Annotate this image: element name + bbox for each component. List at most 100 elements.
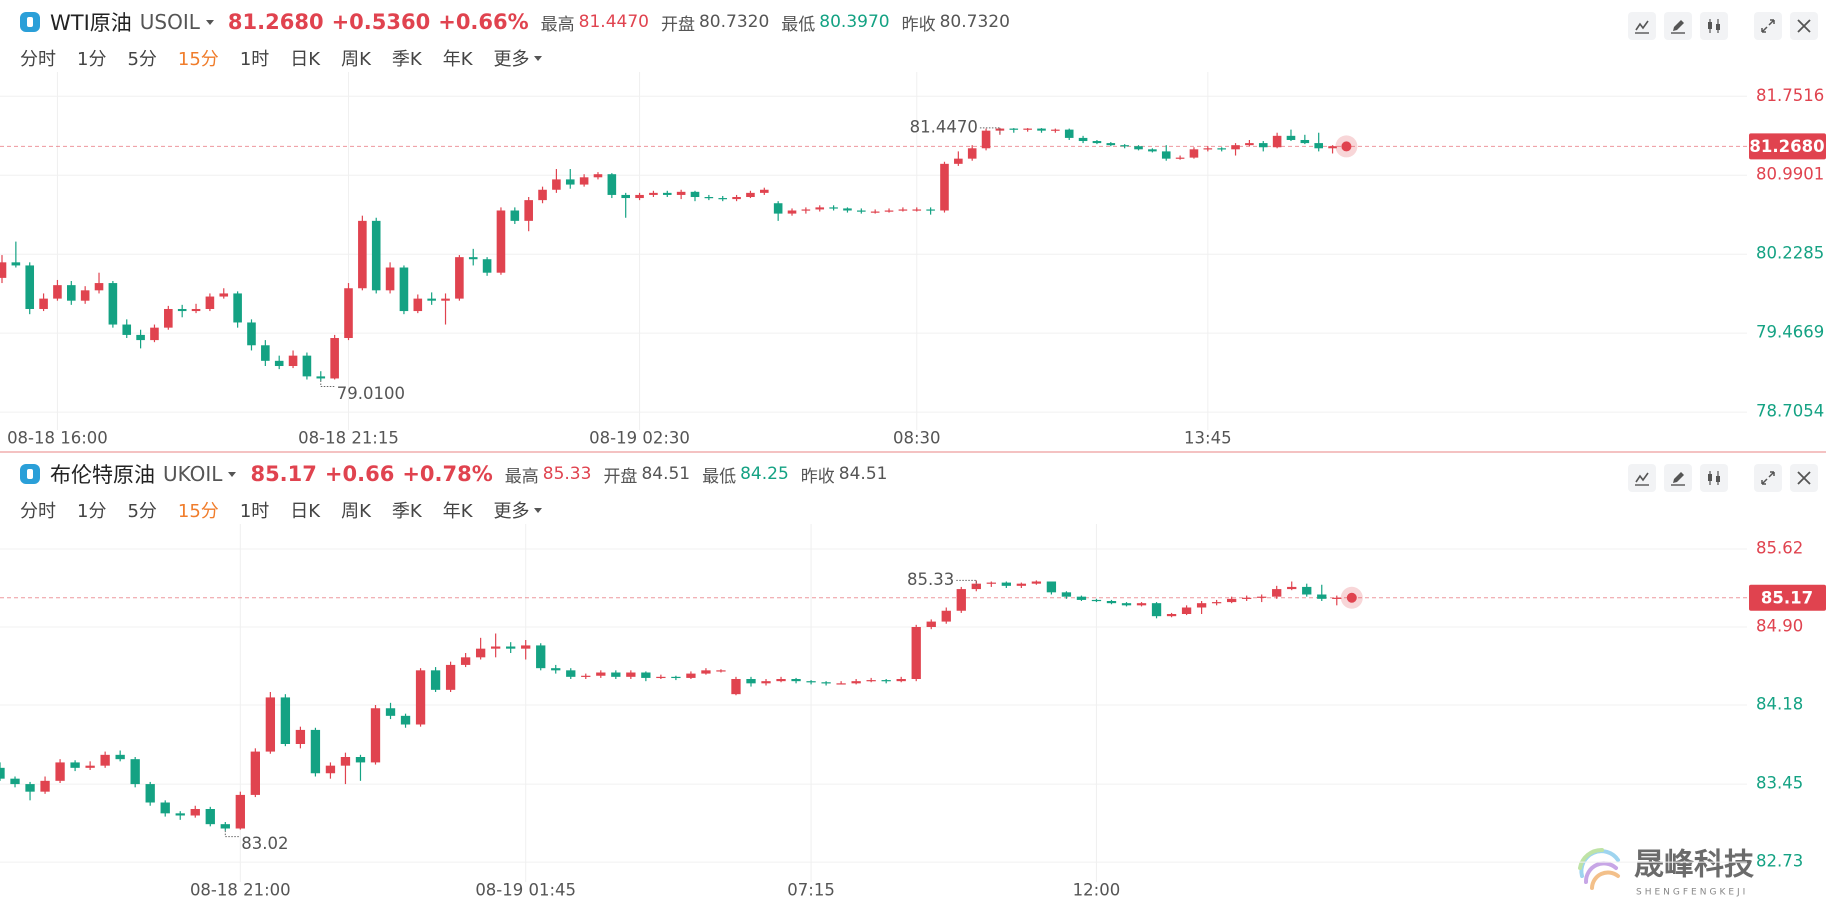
header: 布伦特原油 UKOIL 85.17 +0.66 +0.78% 最高 85.33 开盘 84.51… [20,459,887,489]
stat-label: 开盘 [660,14,695,35]
candle-body [926,621,936,627]
candle-body [491,646,501,649]
toolbar-button[interactable] [1628,464,1656,492]
dropdown-caret [205,19,214,25]
candle-body [536,645,546,669]
candle-body [1161,151,1171,159]
candle-body [776,679,786,682]
period-tab[interactable]: 周K [341,49,371,70]
candle-body [676,191,686,195]
symbol-selector[interactable]: UKOIL [163,462,237,486]
candle-body [761,681,771,684]
period-tab[interactable]: 日K [290,501,321,522]
candle-body [1257,596,1267,598]
period-tab[interactable]: 年K [442,501,473,522]
candle-body [80,290,90,301]
toolbar-button[interactable] [1664,464,1692,492]
toolbar-button[interactable] [1754,12,1782,40]
candle-body [358,220,367,289]
period-tab[interactable]: 1时 [239,501,270,522]
period-tab[interactable]: 5分 [127,49,157,70]
candle-body [896,679,906,682]
instrument-name: 布伦特原油 [50,463,155,487]
candle-body [941,610,951,622]
period-tab[interactable]: 分时 [20,501,56,522]
period-tab[interactable]: 1时 [239,49,270,70]
toolbar-button[interactable] [1754,464,1782,492]
toolbar-button[interactable] [1700,464,1728,492]
candle-body [40,780,50,792]
symbol-selector[interactable]: USOIL [140,10,214,34]
candle-body [288,355,298,367]
candle-body [482,259,492,273]
candle-body [475,648,486,658]
last-price-tag [1749,133,1826,160]
period-tab[interactable]: 周K [341,501,371,522]
panel-divider [0,451,1826,453]
candle-body [220,824,230,829]
chart-panel: 85.62 84.90 84.18 83.45 82.73 08-18 21:00 08-1… [0,452,1826,900]
period-tab[interactable]: 1分 [77,501,107,522]
toolbar-button[interactable] [1790,464,1818,492]
candle-body [1106,143,1116,146]
period-tab[interactable]: 更多 [493,501,530,522]
candle-body [843,208,852,211]
period-tab[interactable]: 更多 [493,49,530,70]
candle-body [881,680,891,682]
period-tab[interactable]: 季K [391,49,422,70]
period-tab[interactable]: 日K [290,49,321,70]
x-tick-label: 12:00 [1073,881,1121,900]
toolbar-icon [1635,472,1649,486]
candle-body [690,191,700,198]
period-tab[interactable]: 15分 [177,49,219,70]
candle-body [415,670,426,725]
candle-body [898,209,908,211]
more-menu[interactable]: 更多 [494,45,542,71]
period-tab[interactable]: 5分 [127,501,157,522]
candle-body [821,682,831,684]
candle-body [302,355,312,377]
x-tick-label: 08:30 [893,429,941,448]
period-tab[interactable]: 年K [442,49,473,70]
candle-body [1328,146,1337,149]
candle-body [130,759,140,785]
toolbar-button[interactable] [1700,12,1728,40]
stat-value: 84.51 [641,464,691,484]
low-label: 83.02 [241,834,288,853]
period-tab[interactable]: 15分 [177,501,219,522]
candle-body [641,672,651,678]
candle-body [1272,135,1282,148]
y-tick-label: 82.73 [1756,852,1803,871]
toolbar-button[interactable] [1664,12,1692,40]
candle-body [716,670,726,672]
period-tab[interactable]: 分时 [20,49,56,70]
candle-body [468,257,478,260]
candle-body [1023,128,1032,130]
candle-body [1332,597,1342,599]
candle-body [340,757,351,766]
candle-body [1287,586,1297,590]
y-tick-label: 85.62 [1756,539,1803,558]
candle-body [701,670,711,674]
candle-body [940,163,949,211]
candle-body [190,809,200,816]
period-tabs: 分时 1分 5分 15分 1时 日K 周K 季K 年K 更多 [20,45,542,71]
toolbar-icon [1635,20,1649,34]
watermark-logo [1578,847,1620,890]
more-menu[interactable]: 更多 [494,497,542,523]
period-tab[interactable]: 1分 [77,49,107,70]
toolbar-button[interactable] [1628,12,1656,40]
period-tab[interactable]: 季K [391,501,422,522]
candle-body [656,676,666,679]
stat-label: 最高 [540,14,575,35]
stat-value: 80.7320 [698,12,770,32]
candle-body [1314,143,1323,149]
stat-value: 80.3970 [819,12,890,32]
candle-body [671,676,681,679]
high-marker [979,127,1001,134]
toolbar-button[interactable] [1790,12,1818,40]
x-tick-label: 07:15 [787,881,835,900]
candle-body [596,672,606,676]
candle-body [607,174,617,195]
candle-body [662,192,672,195]
